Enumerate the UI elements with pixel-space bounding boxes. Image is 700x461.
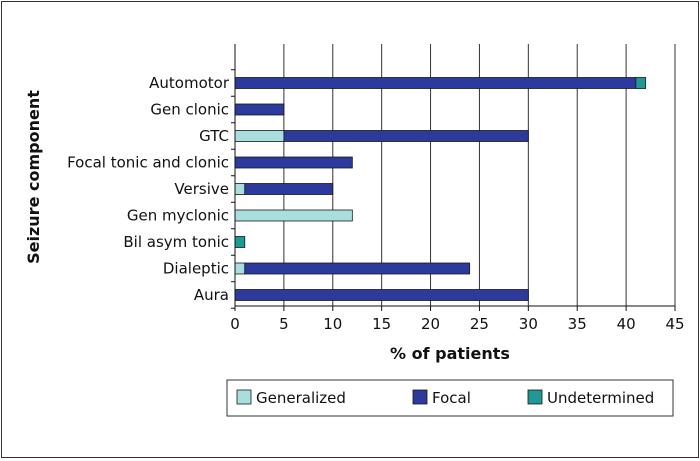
category-label: Dialeptic (163, 260, 229, 278)
bar-segment-focal (283, 130, 529, 142)
bar-segment-generalized (234, 183, 246, 195)
x-tick-label: 5 (279, 315, 289, 333)
bar-segment-undetermined (234, 236, 246, 248)
x-tick-label: 45 (665, 315, 684, 333)
category-label: Bil asym tonic (123, 233, 229, 251)
y-category-labels: Automotor Gen clonic GTC Focal tonic and cl… (67, 74, 230, 304)
x-tick-label: 25 (470, 315, 489, 333)
bar-segment-focal (234, 289, 529, 301)
x-tick-label: 35 (568, 315, 587, 333)
category-label: Versive (174, 180, 229, 198)
bar-segment-generalized (234, 262, 246, 275)
legend-label-undetermined: Undetermined (547, 389, 654, 407)
bar-segment-focal (244, 262, 471, 275)
x-tick-label: 0 (230, 315, 240, 333)
category-label: Focal tonic and clonic (67, 154, 229, 172)
bar-segment-focal (234, 156, 353, 169)
bar-segment-focal (244, 183, 334, 195)
legend-label-focal: Focal (432, 389, 471, 407)
category-label: Gen myclonic (127, 207, 229, 225)
bars (234, 77, 647, 301)
category-label: Aura (194, 286, 229, 304)
category-label: Gen clonic (150, 101, 229, 119)
legend-box (226, 379, 674, 417)
x-tick-label: 10 (323, 315, 342, 333)
bar-segment-generalized (234, 209, 353, 222)
legend-swatch-generalized (236, 389, 252, 405)
x-tick-label: 15 (372, 315, 391, 333)
x-tick-label: 40 (617, 315, 636, 333)
bar-segment-focal (234, 103, 285, 116)
x-tick-label: 30 (519, 315, 538, 333)
bar-segment-focal (234, 77, 637, 89)
x-tick-labels: 0 5 10 15 20 25 30 35 40 45 (230, 315, 684, 333)
category-label: Automotor (149, 74, 230, 92)
legend-swatch-focal (412, 389, 428, 405)
y-axis-title: Seizure component (24, 90, 43, 264)
legend-swatch-undetermined (527, 389, 543, 405)
x-tick-label: 20 (421, 315, 440, 333)
legend: Generalized Focal Undetermined (226, 379, 674, 417)
bar-segment-generalized (234, 130, 285, 142)
category-label: GTC (199, 127, 229, 145)
axes (231, 44, 676, 311)
x-axis-title: % of patients (390, 344, 510, 363)
legend-label-generalized: Generalized (256, 389, 346, 407)
bar-segment-undetermined (635, 77, 647, 89)
